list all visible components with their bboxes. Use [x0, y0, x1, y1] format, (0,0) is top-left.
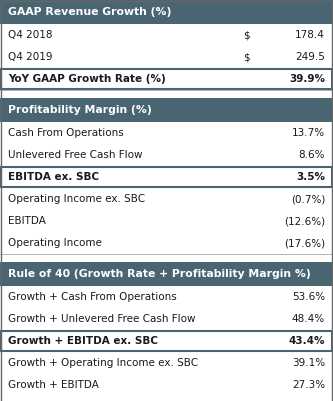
Bar: [1, 331, 332, 351]
Text: Growth + Operating Income ex. SBC: Growth + Operating Income ex. SBC: [8, 358, 198, 368]
Text: Cash From Operations: Cash From Operations: [8, 128, 124, 138]
Bar: [0, 210, 333, 232]
Text: Unlevered Free Cash Flow: Unlevered Free Cash Flow: [8, 150, 143, 160]
Text: Q4 2018: Q4 2018: [8, 30, 53, 40]
Text: $: $: [243, 30, 250, 40]
Bar: [0, 232, 333, 254]
Text: Q4 2019: Q4 2019: [8, 52, 53, 62]
Bar: [0, 374, 333, 396]
Text: Growth + EBITDA: Growth + EBITDA: [8, 380, 99, 390]
Bar: [0, 24, 333, 46]
Text: Growth + Unlevered Free Cash Flow: Growth + Unlevered Free Cash Flow: [8, 314, 195, 324]
Text: Operating Income: Operating Income: [8, 238, 102, 248]
Text: $: $: [243, 52, 250, 62]
Text: YoY GAAP Growth Rate (%): YoY GAAP Growth Rate (%): [8, 74, 166, 84]
Text: 249.5: 249.5: [295, 52, 325, 62]
Text: Growth + EBITDA ex. SBC: Growth + EBITDA ex. SBC: [8, 336, 158, 346]
Bar: [1, 167, 332, 187]
Bar: [0, 286, 333, 308]
Text: 39.9%: 39.9%: [289, 74, 325, 84]
Text: 48.4%: 48.4%: [292, 314, 325, 324]
Text: (17.6%): (17.6%): [284, 238, 325, 248]
Text: EBITDA: EBITDA: [8, 216, 46, 226]
Bar: [0, 166, 333, 188]
Text: 27.3%: 27.3%: [292, 380, 325, 390]
Text: 43.4%: 43.4%: [288, 336, 325, 346]
Text: Profitability Margin (%): Profitability Margin (%): [8, 105, 152, 115]
Bar: [0, 352, 333, 374]
Text: (0.7%): (0.7%): [291, 194, 325, 204]
Text: 8.6%: 8.6%: [298, 150, 325, 160]
Bar: [0, 396, 333, 401]
Bar: [0, 122, 333, 144]
Text: 3.5%: 3.5%: [296, 172, 325, 182]
Bar: [0, 144, 333, 166]
Text: 53.6%: 53.6%: [292, 292, 325, 302]
Bar: [0, 188, 333, 210]
Text: EBITDA ex. SBC: EBITDA ex. SBC: [8, 172, 99, 182]
Text: Growth + Cash From Operations: Growth + Cash From Operations: [8, 292, 177, 302]
Text: 39.1%: 39.1%: [292, 358, 325, 368]
Bar: [0, 330, 333, 352]
Bar: [0, 308, 333, 330]
Text: GAAP Revenue Growth (%): GAAP Revenue Growth (%): [8, 7, 171, 17]
Text: Operating Income ex. SBC: Operating Income ex. SBC: [8, 194, 145, 204]
Text: (12.6%): (12.6%): [284, 216, 325, 226]
Text: Rule of 40 (Growth Rate + Profitability Margin %): Rule of 40 (Growth Rate + Profitability …: [8, 269, 311, 279]
Bar: [0, 262, 333, 286]
Bar: [1, 69, 332, 89]
Text: 13.7%: 13.7%: [292, 128, 325, 138]
Bar: [0, 46, 333, 68]
Bar: [0, 68, 333, 90]
Text: 178.4: 178.4: [295, 30, 325, 40]
Bar: [0, 0, 333, 24]
Bar: [0, 98, 333, 122]
